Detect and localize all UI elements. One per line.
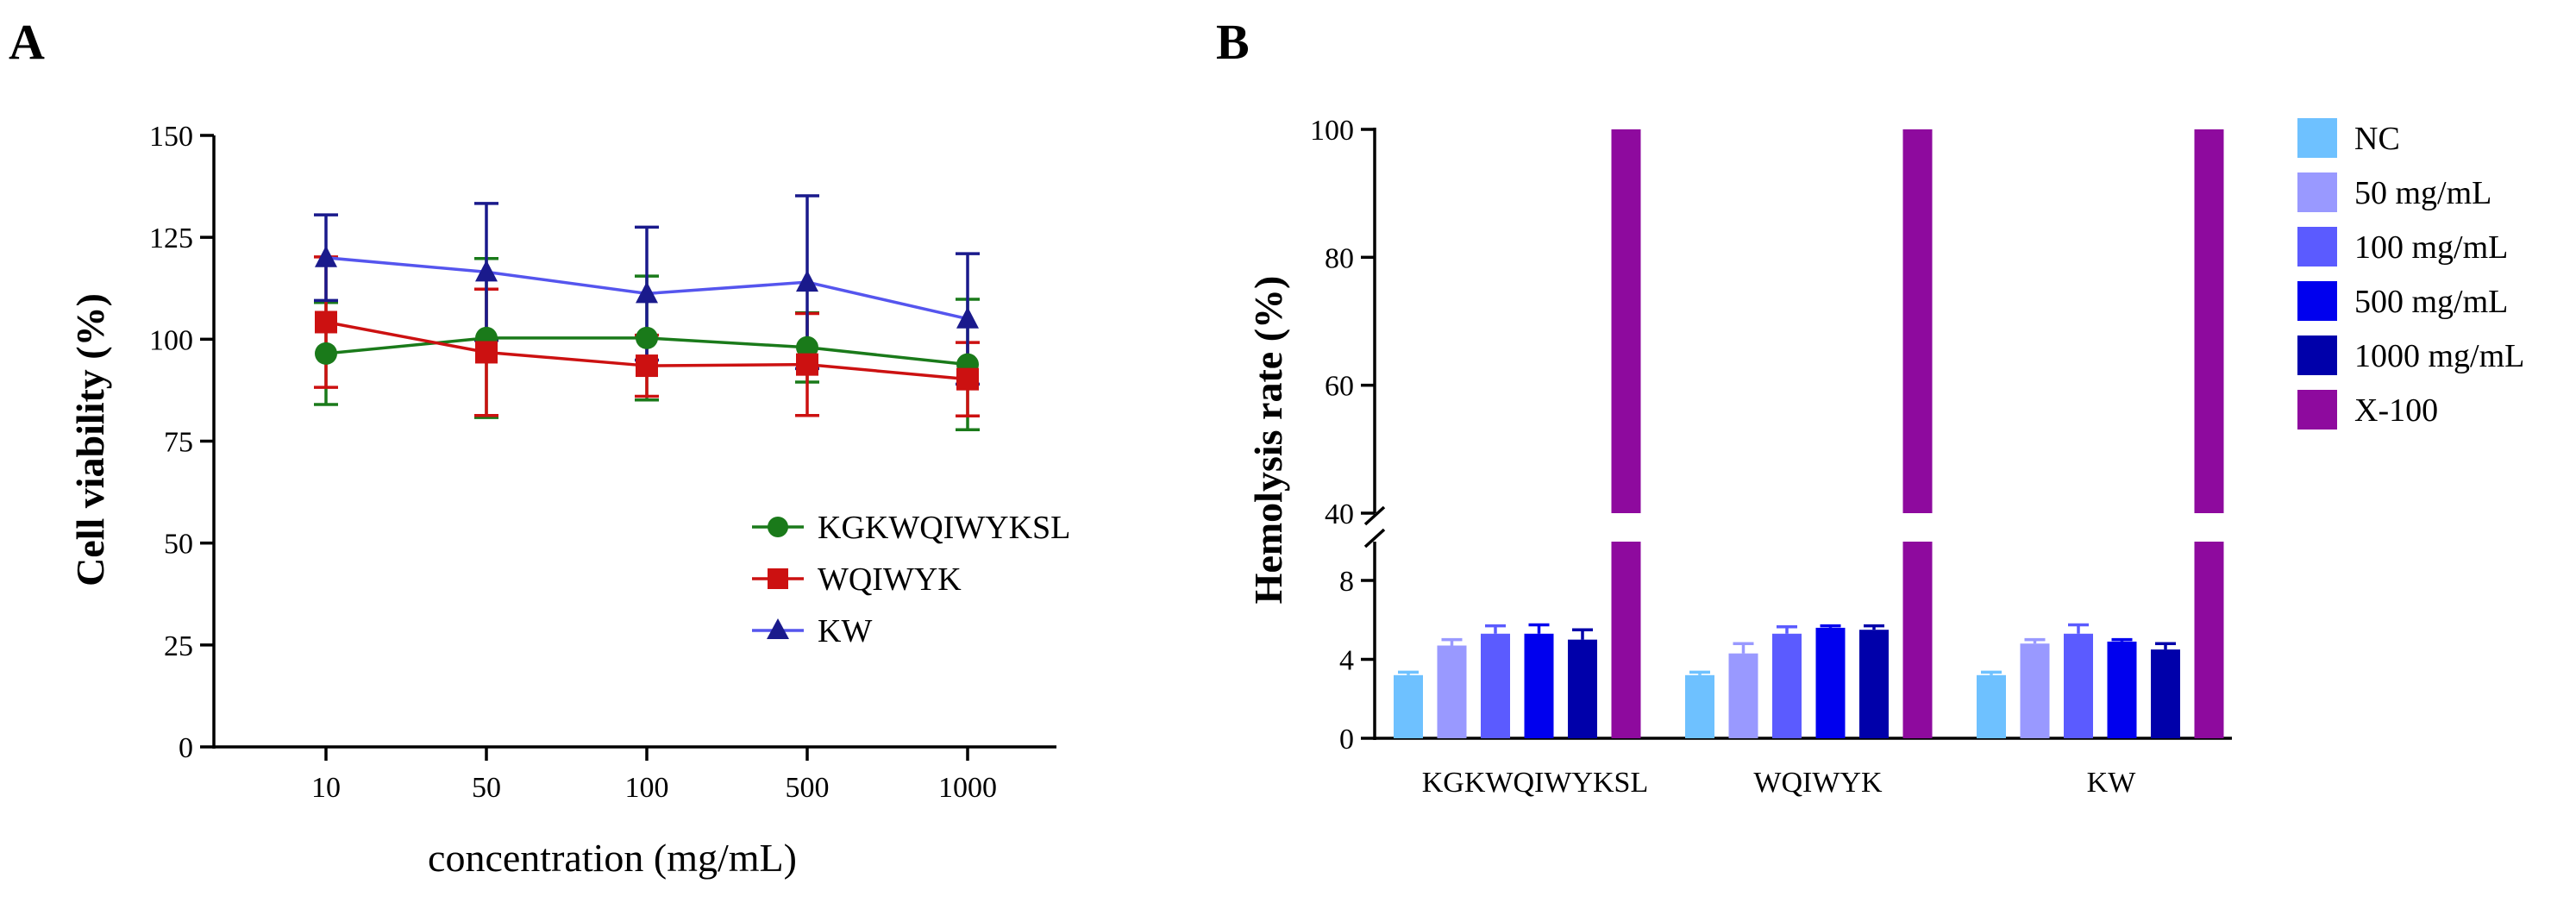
bar-x-100-lower: [2194, 542, 2224, 738]
legend-item-kw: KW: [752, 613, 872, 649]
data-point-wqiwyk: [636, 354, 658, 378]
panel-a-x-tick-label: 10: [311, 772, 341, 804]
legend-item-1000-mg-ml: 1000 mg/mL: [2297, 335, 2524, 375]
bar-50-mg-ml: [1728, 653, 1758, 738]
panel-b-y-axis-title: Hemolysis rate (%): [1246, 276, 1290, 605]
data-point-kgkwqiwyksl: [636, 326, 658, 349]
bar-50-mg-ml: [2020, 643, 2050, 738]
bar-500-mg-ml: [1524, 633, 1554, 738]
bar-100-mg-ml: [1772, 633, 1802, 738]
panel-b-x-category-label: KW: [2087, 767, 2137, 799]
legend-item-500-mg-ml: 500 mg/mL: [2297, 281, 2508, 321]
bar-x-100-lower: [1902, 542, 1933, 738]
legend-item-100-mg-ml: 100 mg/mL: [2297, 227, 2508, 267]
legend-swatch-x-100: [2297, 390, 2337, 430]
data-point-kw: [475, 260, 498, 282]
panel-b-axis-break-mark-bottom: [1363, 528, 1386, 549]
bar-x-100-upper: [1611, 129, 1641, 513]
legend-label-500-mg-ml: 500 mg/mL: [2354, 284, 2508, 320]
legend-label-100-mg-ml: 100 mg/mL: [2354, 229, 2508, 266]
legend-label-kw: KW: [818, 613, 872, 649]
data-point-kw: [315, 245, 337, 267]
bar-nc: [1394, 674, 1423, 738]
panel-a-x-tick-label: 100: [625, 772, 669, 804]
legend-marker-kgkwqiwyksl: [768, 517, 788, 537]
bar-500-mg-ml: [1815, 627, 1846, 738]
legend-swatch-50-mg-ml: [2297, 172, 2337, 212]
data-point-wqiwyk: [315, 310, 337, 334]
bar-x-100-lower: [1611, 542, 1641, 738]
panel-a-y-tick-label: 125: [149, 223, 193, 254]
data-point-kgkwqiwyksl: [315, 342, 337, 365]
bar-x-100-upper: [1902, 129, 1933, 513]
data-point-kgkwqiwyksl: [796, 335, 818, 359]
legend-label-x-100: X-100: [2354, 392, 2438, 429]
panel-b-y-tick-label: 4: [1339, 645, 1354, 677]
bar-1000-mg-ml: [1859, 630, 1889, 738]
bar-50-mg-ml: [1437, 645, 1467, 738]
legend-swatch-nc: [2297, 118, 2337, 158]
panel-a-y-tick-label: 150: [149, 121, 193, 153]
legend-swatch-500-mg-ml: [2297, 281, 2337, 321]
data-point-wqiwyk: [475, 341, 498, 364]
panel-b-y-tick-label: 100: [1310, 115, 1354, 147]
panel-a-y-tick-label: 75: [164, 427, 193, 459]
panel-b: B Hemolysis rate (%) 0 4 8 40 60 80 100 KGKWQI…: [1216, 14, 2524, 799]
panel-b-x-category-label: WQIWYK: [1753, 767, 1883, 799]
legend-marker-kw: [767, 618, 789, 639]
bar-100-mg-ml: [2064, 633, 2093, 738]
legend-item-kgkwqiwyksl: KGKWQIWYKSL: [752, 510, 1070, 546]
data-point-wqiwyk: [796, 353, 818, 376]
data-point-wqiwyk: [956, 367, 979, 391]
legend-label-nc: NC: [2354, 121, 2400, 157]
panel-b-y-tick-label: 0: [1339, 724, 1354, 756]
legend-item-50-mg-ml: 50 mg/mL: [2297, 172, 2491, 212]
bar-1000-mg-ml: [2151, 649, 2180, 738]
legend-swatch-100-mg-ml: [2297, 227, 2337, 267]
panel-a-legend: KGKWQIWYKSL WQIWYK KW: [752, 510, 1070, 649]
bar-x-100-upper: [2194, 129, 2224, 513]
panel-a-x-tick-label: 1000: [938, 772, 997, 804]
panel-a-y-tick-label: 0: [179, 732, 193, 764]
panel-a-x-tick-label: 500: [786, 772, 830, 804]
panel-a: A Cell viability (%) concentration (mg/m…: [9, 14, 1070, 880]
panel-a-y-tick-label: 25: [164, 630, 193, 662]
panel-b-y-tick-label: 60: [1325, 371, 1354, 403]
panel-a-x-axis-title: concentration (mg/mL): [428, 836, 797, 880]
legend-item-nc: NC: [2297, 118, 2400, 158]
legend-swatch-1000-mg-ml: [2297, 335, 2337, 375]
bar-500-mg-ml: [2107, 641, 2137, 738]
panel-a-y-tick-label: 50: [164, 529, 193, 561]
bar-nc: [1977, 674, 2006, 738]
panel-a-x-tick-label: 50: [472, 772, 501, 804]
legend-item-x-100: X-100: [2297, 390, 2438, 430]
legend-item-wqiwyk: WQIWYK: [752, 561, 962, 598]
legend-label-wqiwyk: WQIWYK: [818, 561, 962, 598]
bar-100-mg-ml: [1481, 633, 1510, 738]
legend-label-50-mg-ml: 50 mg/mL: [2354, 175, 2491, 211]
legend-label-kgkwqiwyksl: KGKWQIWYKSL: [818, 510, 1070, 546]
panel-b-axis-break-mark-top: [1363, 505, 1386, 526]
panel-b-y-tick-label: 40: [1325, 499, 1354, 530]
panel-b-y-tick-label: 80: [1325, 242, 1354, 274]
panel-b-legend: NC 50 mg/mL 100 mg/mL 500 mg/mL 1000 mg/mL X-…: [2297, 118, 2524, 430]
panel-a-label: A: [9, 14, 45, 70]
data-point-kw: [636, 281, 658, 304]
legend-marker-wqiwyk: [768, 568, 788, 589]
panel-a-y-tick-label: 100: [149, 324, 193, 356]
legend-label-1000-mg-ml: 1000 mg/mL: [2354, 338, 2524, 374]
data-point-kw: [956, 306, 979, 329]
bar-nc: [1685, 674, 1714, 738]
data-point-kw: [796, 270, 818, 292]
panel-b-y-tick-label: 8: [1339, 566, 1354, 598]
panel-b-x-category-label: KGKWQIWYKSL: [1422, 767, 1649, 799]
panel-b-label: B: [1216, 14, 1250, 70]
panel-a-y-axis-title: Cell viability (%): [68, 293, 112, 586]
bar-1000-mg-ml: [1568, 639, 1597, 738]
